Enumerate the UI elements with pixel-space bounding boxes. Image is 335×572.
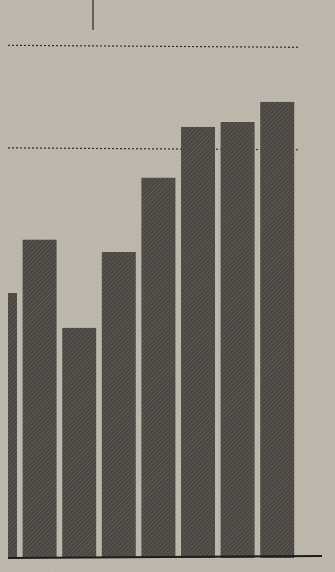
bar [181,126,215,558]
bar [22,239,57,558]
bar [220,122,255,558]
grid-line [8,44,301,48]
grid-line [8,147,301,151]
baseline [7,555,323,559]
plot-area [8,44,301,558]
bar [141,177,176,558]
bar [260,101,295,558]
bar [8,293,17,558]
bar [101,252,136,558]
bar [62,327,97,558]
